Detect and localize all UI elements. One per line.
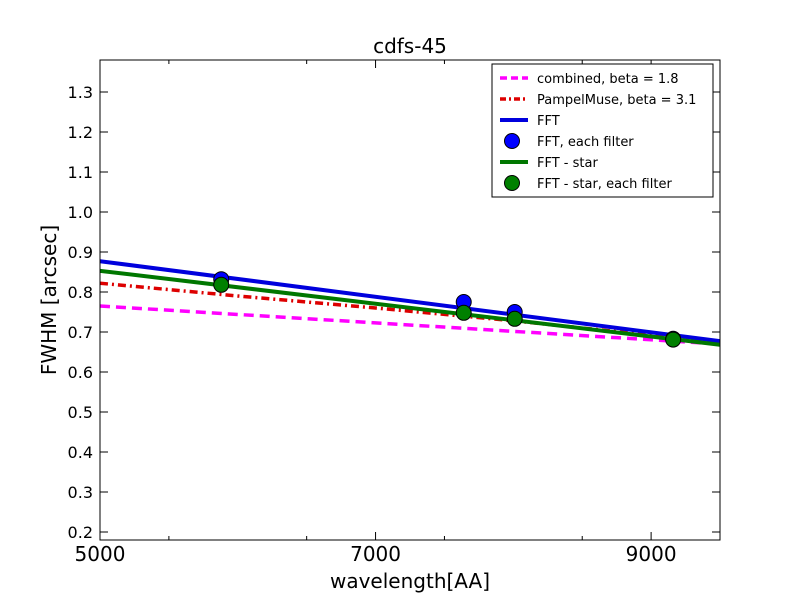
y-tick-label: 1.2 (68, 123, 93, 142)
y-axis-label: FWHM [arcsec] (37, 225, 61, 375)
series-layer (100, 259, 720, 348)
y-tick-label: 1.3 (68, 83, 93, 102)
chart-title: cdfs-45 (373, 34, 447, 58)
x-tick-label: 7000 (350, 542, 401, 566)
legend-entry-label: FFT, each filter (537, 135, 634, 150)
legend-entry-label: FFT - star (537, 156, 598, 171)
legend-marker-swatch (504, 133, 520, 149)
legend-items: combined, beta = 1.8 PampelMuse, beta = 3… (500, 72, 696, 192)
series-line (100, 259, 720, 344)
legend-box (491, 63, 714, 198)
legend-marker-swatch (504, 175, 520, 191)
y-tick-label: 0.3 (68, 483, 93, 502)
y-tick-label: 0.8 (68, 283, 93, 302)
legend-entry-label: FFT (537, 114, 560, 129)
legend-entry-label: FFT - star, each filter (537, 177, 672, 192)
y-tick-label: 0.5 (68, 403, 93, 422)
x-axis-label: wavelength[AA] (330, 569, 490, 593)
x-tick-label: 9000 (626, 542, 677, 566)
series-line (100, 304, 720, 346)
y-tick-label: 0.4 (68, 443, 93, 462)
x-tick-label: 5000 (75, 542, 126, 566)
y-tick-label: 0.2 (68, 523, 93, 542)
y-tick-label: 0.9 (68, 243, 93, 262)
y-tick-label: 0.7 (68, 323, 93, 342)
data-point (665, 331, 682, 348)
ticks-layer: 5000 7000 9000 0.2 0.3 0.4 0.5 0.6 0.7 0.8 0.9 1.0 1… (68, 60, 720, 566)
data-point (506, 310, 523, 327)
legend: combined, beta = 1.8 PampelMuse, beta = 3… (491, 63, 714, 198)
y-tick-label: 1.0 (68, 203, 93, 222)
data-point (455, 304, 472, 321)
series-line (100, 268, 720, 347)
legend-entry-label: PampelMuse, beta = 3.1 (537, 93, 696, 108)
y-tick-label: 1.1 (68, 163, 93, 182)
data-point (213, 276, 230, 293)
plot-frame (99, 59, 721, 541)
y-tick-label: 0.6 (68, 363, 93, 382)
legend-entry-label: combined, beta = 1.8 (537, 72, 679, 87)
